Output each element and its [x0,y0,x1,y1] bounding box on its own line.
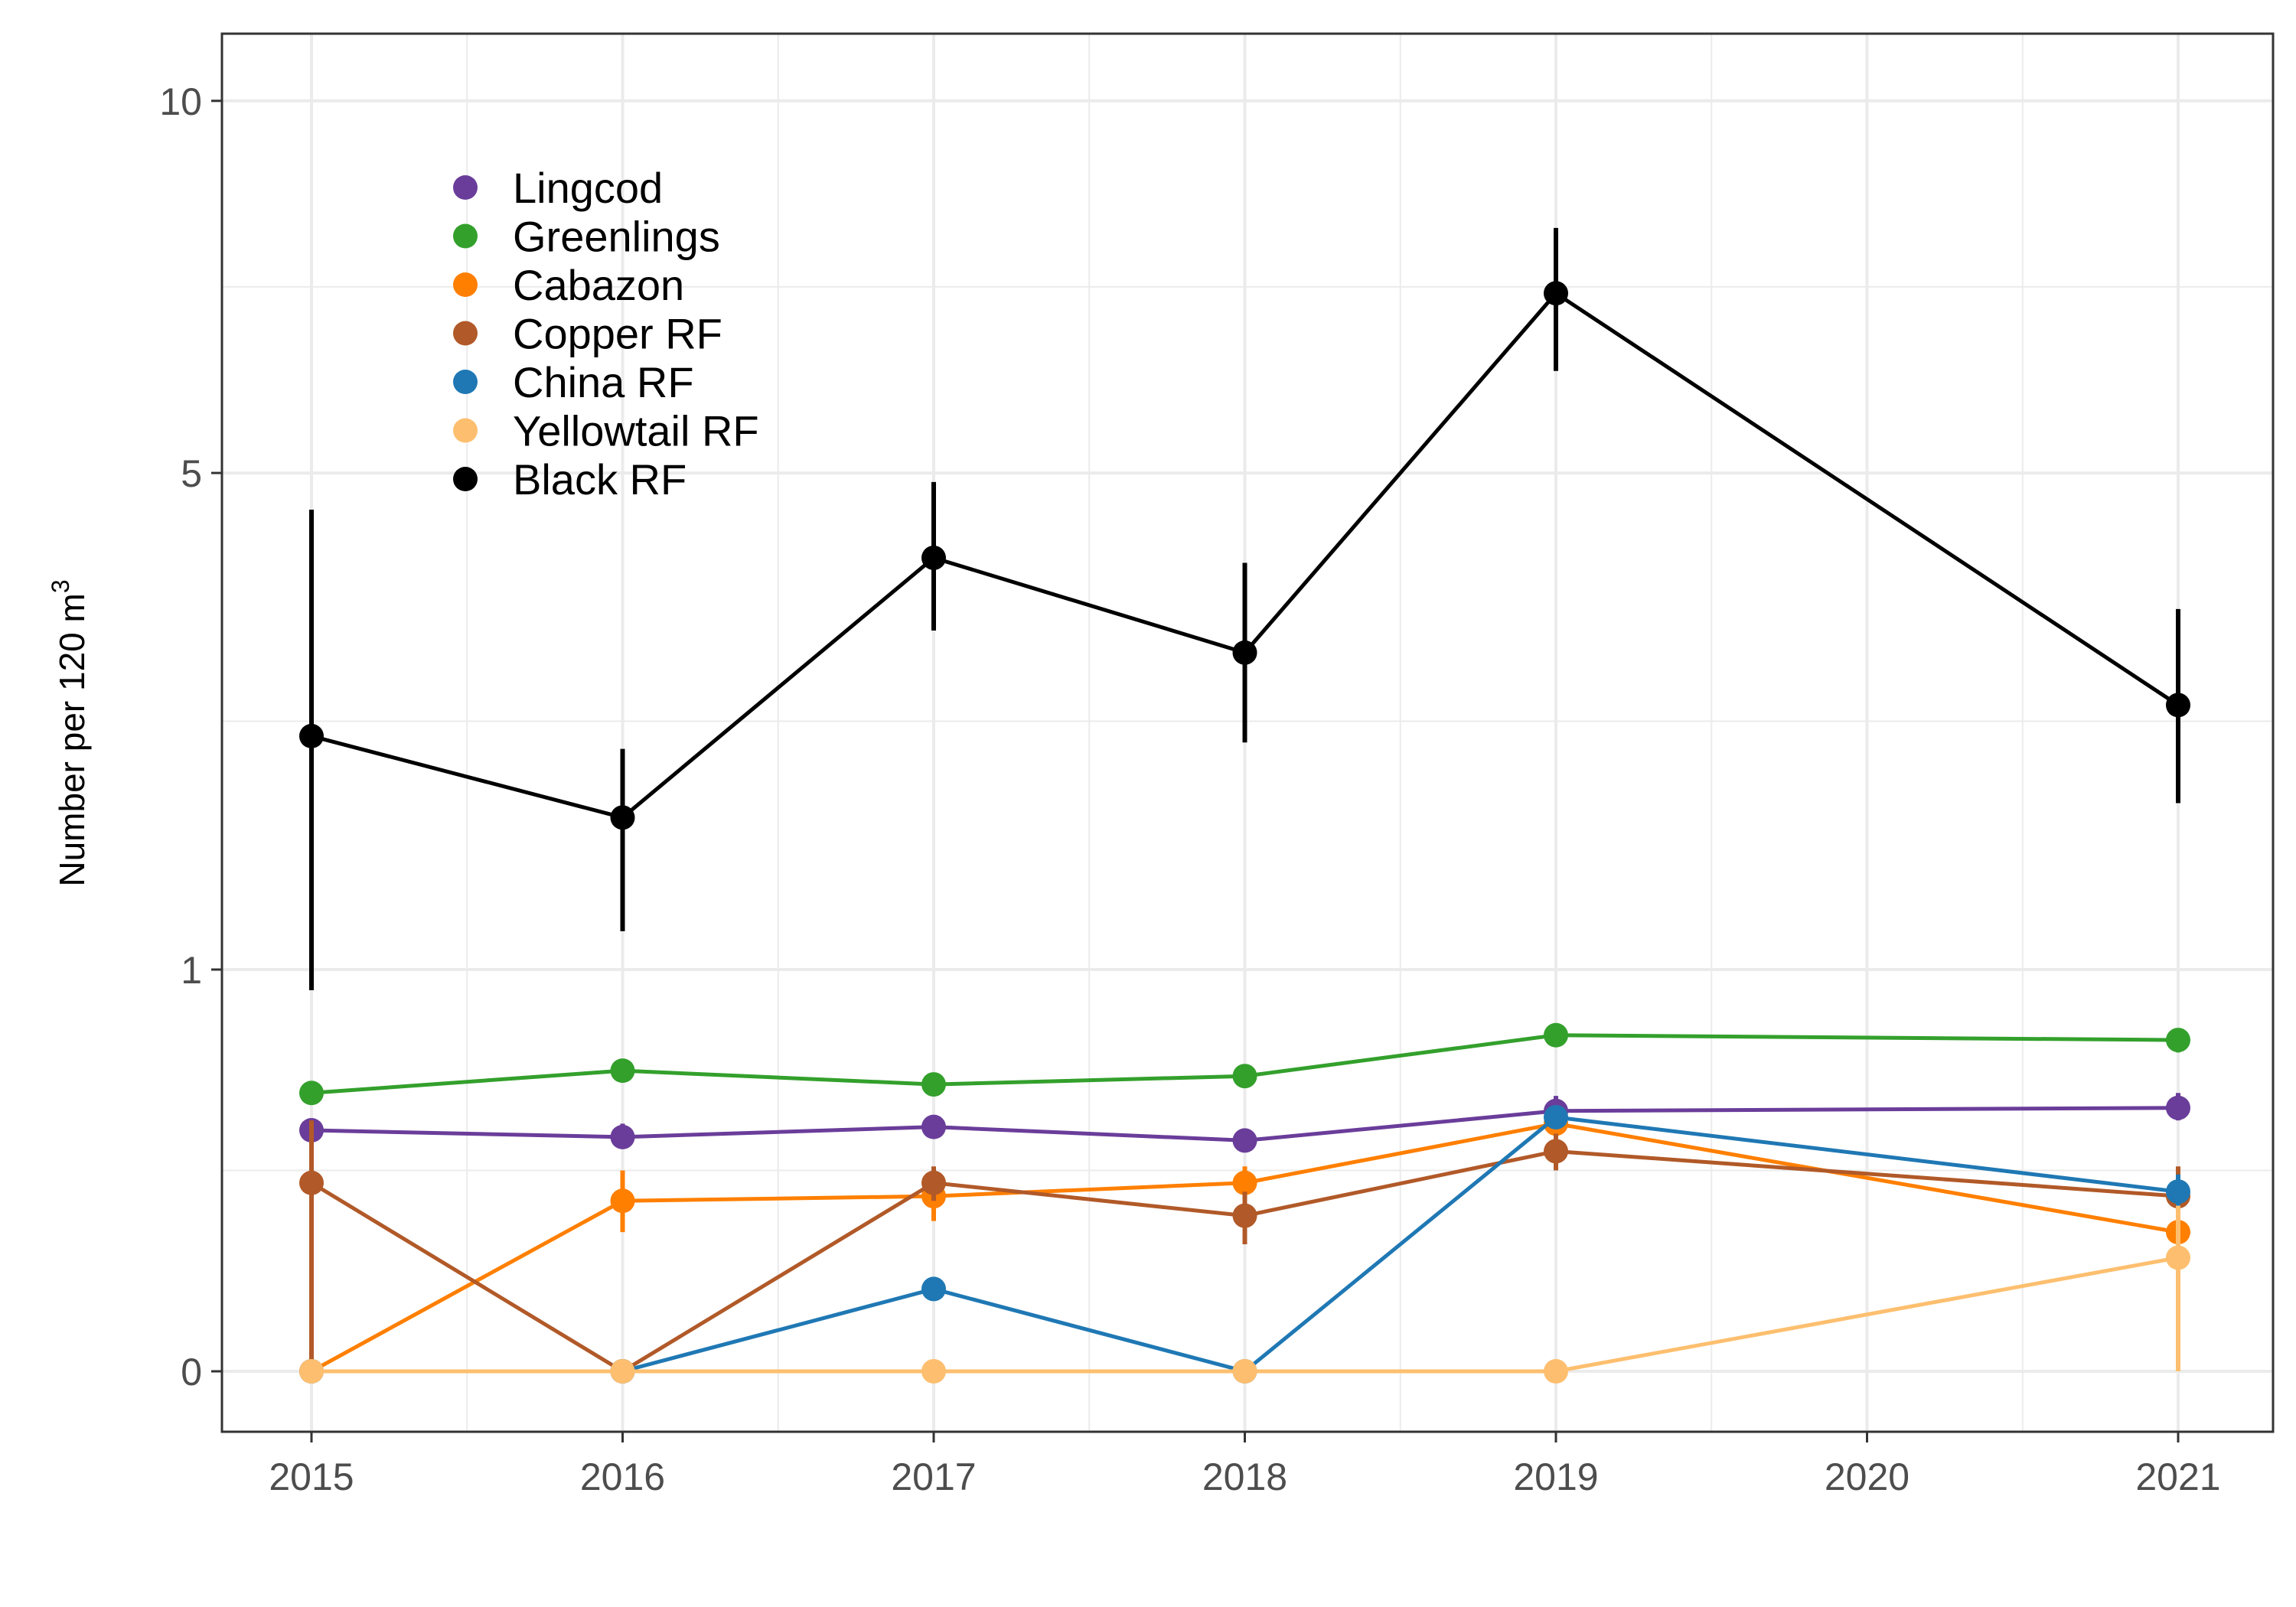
x-tick-label: 2019 [1513,1455,1598,1498]
series-line-cabazon [310,1121,2179,1374]
series-line-lingcod [311,1106,2179,1143]
data-point-copper-rf [1544,1139,1568,1164]
data-point-black-rf [1232,640,1257,665]
x-tick-label: 2016 [580,1455,665,1498]
series-line-copper-rf [310,1149,2179,1374]
y-axis-label-text: Number per 120 m [52,593,92,887]
series-line-yellowtail-rf [311,1256,2179,1374]
data-point-black-rf [1544,281,1568,306]
series-cabazon [299,1110,2190,1384]
data-point-copper-rf [921,1170,946,1195]
data-point-greenlings [1232,1064,1257,1089]
y-axis-label: Number per 120 m3 [47,579,92,886]
data-point-yellowtail-rf [1544,1359,1568,1384]
data-point-copper-rf [1232,1203,1257,1228]
legend-label-yellowtail-rf: Yellowtail RF [513,407,759,455]
y-tick-label: 1 [181,949,202,992]
legend-label-cabazon: Cabazon [513,261,684,309]
series-lingcod [299,1093,2190,1153]
plot-panel [222,34,2273,1432]
series-layer [299,227,2190,1384]
y-tick-label: 10 [159,80,202,123]
series-black-rf [299,227,2190,990]
series-yellowtail-rf [299,1205,2190,1384]
legend-key-black-rf [453,467,478,491]
data-point-black-rf [921,545,946,570]
series-line-black-rf [311,291,2180,820]
x-tick-label: 2018 [1202,1455,1287,1498]
x-tick-label: 2021 [2135,1455,2220,1498]
data-point-lingcod [1232,1128,1257,1153]
data-point-yellowtail-rf [299,1359,324,1384]
data-point-greenlings [1544,1022,1568,1048]
data-point-lingcod [2166,1095,2190,1120]
series-copper-rf [299,1120,2190,1384]
data-point-cabazon [610,1188,635,1214]
axes: 2015 2016 2017 2018 2019 2020 2021 0 1 5 10 [159,80,2220,1498]
legend-label-china-rf: China RF [513,358,694,406]
data-point-black-rf [610,805,635,830]
data-point-yellowtail-rf [921,1359,946,1384]
legend-label-black-rf: Black RF [513,455,687,504]
y-tick-label: 0 [181,1351,202,1393]
data-point-greenlings [921,1072,946,1097]
legend-key-yellowtail-rf [453,418,478,443]
legend-key-lingcod [453,175,478,200]
data-point-black-rf [2166,693,2190,718]
legend-label-copper-rf: Copper RF [513,310,722,358]
legend-key-copper-rf [453,321,478,346]
data-point-china-rf [1544,1104,1568,1129]
data-point-yellowtail-rf [610,1359,635,1384]
legend-label-lingcod: Lingcod [513,164,663,212]
data-point-greenlings [610,1058,635,1084]
y-axis-label-superscript: 3 [47,579,74,593]
data-point-lingcod [610,1124,635,1149]
data-point-china-rf [921,1276,946,1302]
x-tick-label: 2015 [269,1455,354,1498]
x-tick-label: 2020 [1825,1455,1910,1498]
legend-label-greenlings: Greenlings [513,213,720,261]
data-point-black-rf [299,723,324,748]
data-point-copper-rf [299,1170,324,1195]
data-point-greenlings [299,1081,324,1106]
legend-key-china-rf [453,370,478,394]
data-point-china-rf [2166,1179,2190,1204]
series-greenlings [299,1022,2190,1106]
x-tick-label: 2017 [891,1455,976,1498]
data-point-greenlings [2166,1028,2190,1053]
plot-border [220,32,2275,1433]
legend-key-greenlings [453,223,478,249]
data-point-lingcod [921,1114,946,1139]
data-point-cabazon [1232,1170,1257,1195]
legend-key-cabazon [453,272,478,297]
y-tick-label: 5 [181,452,202,495]
data-point-yellowtail-rf [1232,1359,1257,1384]
series-line-greenlings [311,1033,2179,1095]
data-point-yellowtail-rf [2166,1245,2190,1270]
